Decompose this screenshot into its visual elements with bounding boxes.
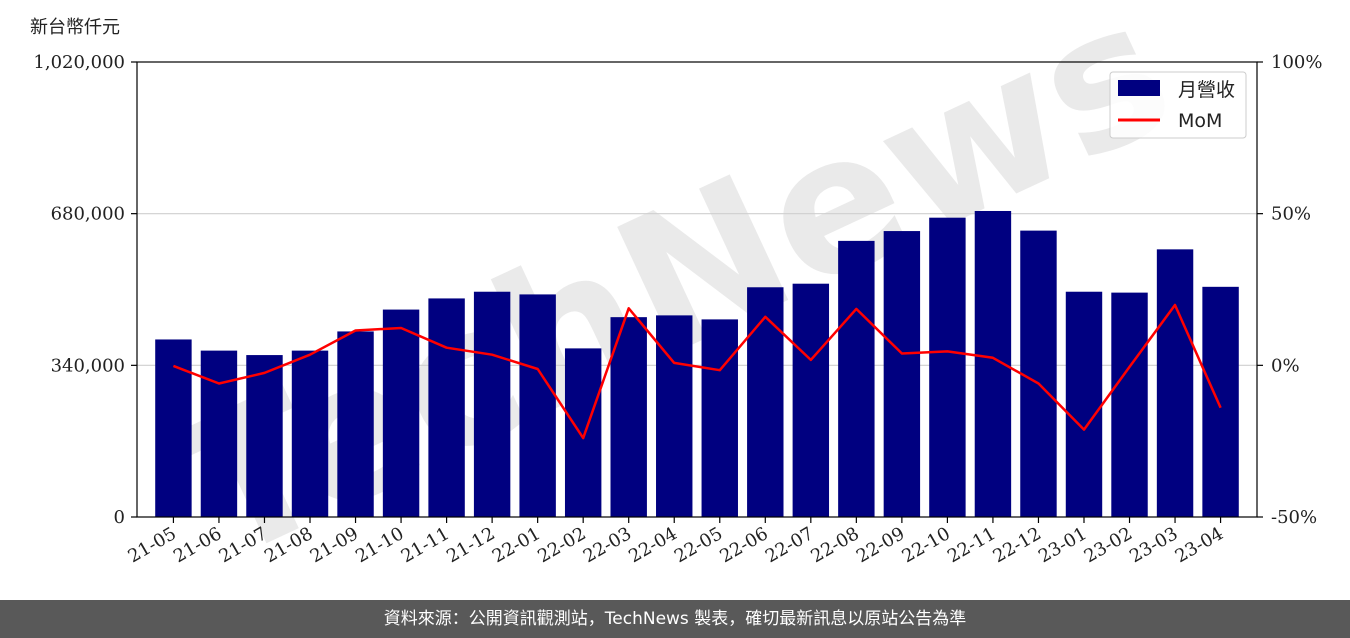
x-tick-label: 22-02 [534, 523, 589, 567]
x-tick-label: 21-11 [398, 523, 453, 567]
revenue-bar [1202, 286, 1239, 517]
x-tick-label: 23-01 [1035, 523, 1090, 567]
revenue-bar [883, 231, 921, 517]
legend: 月營收 MoM [1109, 71, 1247, 139]
revenue-bar [656, 315, 693, 517]
x-tick-label: 22-01 [489, 523, 544, 567]
y-right-tick-label: 0% [1271, 355, 1300, 376]
revenue-bar [1156, 249, 1194, 517]
x-tick-label: 22-11 [944, 523, 999, 567]
revenue-bar [200, 350, 238, 517]
legend-label-revenue: 月營收 [1178, 79, 1235, 101]
x-tick-label: 22-03 [580, 523, 635, 567]
x-tick-label: 22-06 [716, 523, 771, 567]
revenue-bar [1065, 291, 1103, 517]
revenue-bar [337, 331, 374, 517]
y-left-tick-label: 680,000 [51, 204, 125, 225]
y-right-tick-label: -50% [1271, 507, 1317, 528]
y-unit-label: 新台幣仟元 [30, 17, 120, 38]
revenue-bar [838, 240, 875, 518]
x-tick-label: 23-03 [1126, 523, 1181, 567]
y-axis-right: -50% 0% 50% 100% [1257, 52, 1322, 528]
revenue-bar [747, 287, 784, 517]
x-tick-label: 21-06 [170, 523, 225, 567]
x-tick-label: 23-02 [1081, 523, 1136, 567]
x-tick-label: 21-05 [124, 523, 179, 567]
x-tick-label: 23-04 [1172, 523, 1227, 567]
revenue-bar [428, 298, 465, 517]
y-right-tick-label: 100% [1271, 52, 1322, 73]
revenue-bar [564, 348, 602, 517]
revenue-bar [246, 355, 283, 517]
revenue-bar [291, 350, 329, 517]
revenue-bar [473, 291, 511, 517]
revenue-bar [792, 283, 830, 517]
revenue-bar [1111, 292, 1148, 517]
legend-label-mom: MoM [1178, 110, 1222, 132]
plot-frame [136, 61, 1258, 518]
x-tick-label: 22-12 [990, 523, 1045, 567]
y-axis-left: 0 340,000 680,000 1,020,000 [33, 52, 137, 528]
mom-series [172, 303, 1222, 440]
mom-line [172, 303, 1222, 440]
x-tick-label: 22-08 [807, 523, 862, 567]
x-tick-label: 22-05 [671, 523, 726, 567]
x-tick-label: 21-12 [443, 523, 498, 567]
revenue-bar [519, 294, 556, 517]
revenue-bar [610, 317, 647, 517]
x-tick-label: 22-04 [625, 523, 680, 567]
y-left-tick-label: 340,000 [51, 355, 125, 376]
revenue-bar [701, 319, 738, 517]
bar-series [155, 210, 1239, 518]
revenue-bar [1020, 230, 1057, 517]
revenue-bar [382, 309, 420, 517]
x-tick-label: 22-09 [853, 523, 908, 567]
y-left-tick-label: 1,020,000 [33, 52, 125, 73]
revenue-bar [929, 217, 966, 517]
x-tick-label: 22-07 [762, 523, 817, 567]
legend-bar-swatch [1118, 80, 1160, 96]
y-right-tick-label: 50% [1271, 204, 1311, 225]
revenue-bar [155, 339, 192, 517]
source-footer: 資料來源：公開資訊觀測站，TechNews 製表，確切最新訊息以原站公告為準 [0, 600, 1350, 638]
y-left-tick-label: 0 [114, 507, 125, 528]
x-tick-label: 22-10 [898, 523, 953, 567]
